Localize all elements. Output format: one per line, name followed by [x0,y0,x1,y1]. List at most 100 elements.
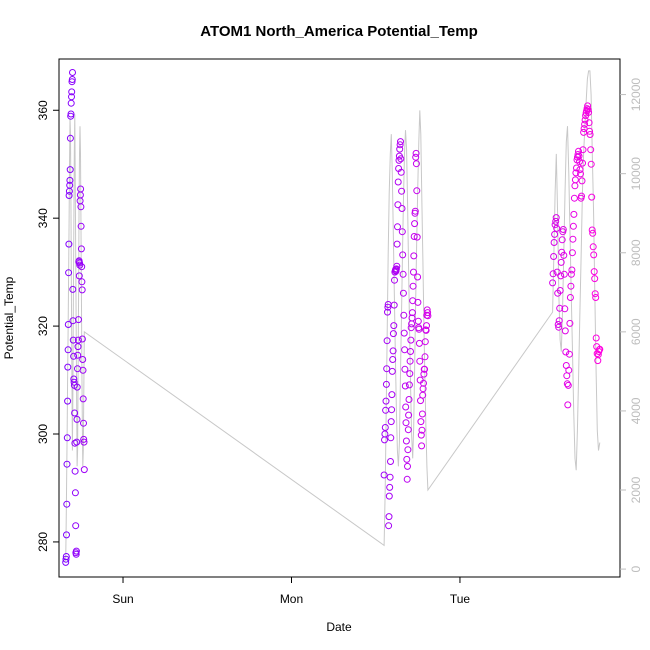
data-point [568,249,576,257]
data-point [577,170,584,178]
y2-tick-label: 10000 [629,157,643,191]
data-point [394,178,402,186]
x-tick-label: Tue [450,592,471,606]
data-point [66,181,74,189]
data-point [579,159,586,167]
data-point [586,131,594,138]
data-point [581,120,589,128]
data-point [421,338,429,346]
data-point [407,324,415,332]
data-point [392,265,400,273]
data-point [80,419,87,427]
data-point [551,230,559,238]
data-point [404,426,412,434]
data-point [406,370,414,378]
data-point [393,240,401,248]
data-point [402,437,410,445]
data-point [587,160,595,168]
y-tick-label: 280 [36,532,50,552]
data-point [578,192,585,200]
y2-tick-label: 8000 [629,239,643,266]
data-point [420,379,427,387]
data-point [67,99,75,107]
data-point [409,282,417,290]
y-axis-right: 0 2000 4000 6000 8000 10000 12000 [620,78,643,572]
data-point [66,176,74,184]
data-point [387,458,394,465]
data-point [399,251,407,259]
data-point [553,268,561,276]
data-point [399,289,407,297]
data-point [79,366,87,374]
data-point [400,311,408,319]
y2-tick-label: 12000 [629,78,643,112]
data-point [383,337,391,345]
data-point [68,93,75,101]
data-point [67,110,75,118]
y2-tick-label: 6000 [629,318,643,345]
data-point [68,76,76,83]
data-point [550,239,558,246]
data-point [397,138,404,146]
data-point [418,426,426,434]
data-point [412,153,420,161]
data-point [421,365,429,373]
data-point [391,276,398,284]
data-point [554,321,562,328]
data-point [71,467,79,475]
data-point [382,397,390,405]
data-point [586,127,594,135]
data-point [413,187,421,195]
data-point [415,339,423,347]
data-point [557,272,565,280]
data-point [592,294,600,301]
data-point [566,319,574,327]
data-point [403,475,411,483]
data-point [398,228,406,236]
data-point [410,268,417,276]
data-point [407,336,415,344]
data-point [569,222,577,230]
data-point [588,226,596,234]
data-point [64,397,72,405]
data-point [71,409,79,417]
data-point [401,346,409,354]
data-point [557,258,565,266]
data-point [63,460,71,468]
data-point [410,233,418,240]
data-point [385,513,393,521]
data-point [70,352,78,360]
data-point [65,269,73,277]
data-point [575,152,583,160]
data-point [384,308,391,316]
data-point [421,353,429,361]
data-point [77,203,85,211]
data-point [382,406,390,414]
data-point [585,119,593,127]
data-point [69,285,77,293]
data-point [575,147,582,155]
data-point [549,279,557,287]
data-point [404,446,412,454]
data-point [571,176,579,184]
data-point [80,438,88,446]
data-point [382,380,390,388]
data-point [411,220,419,228]
data-point [80,435,88,443]
data-point [420,370,428,378]
data-point [565,350,573,358]
data-point [405,411,413,419]
data-point [72,522,80,530]
x-tick-label: Sun [112,592,133,606]
altitude-line-layer [65,70,601,562]
data-point [417,418,425,426]
data-point [580,125,588,133]
data-point [424,309,432,317]
data-point [414,273,422,281]
data-point [592,334,600,342]
data-point [408,309,416,317]
y2-tick-label: 0 [629,565,643,572]
data-point [70,378,78,386]
data-point [552,214,560,222]
